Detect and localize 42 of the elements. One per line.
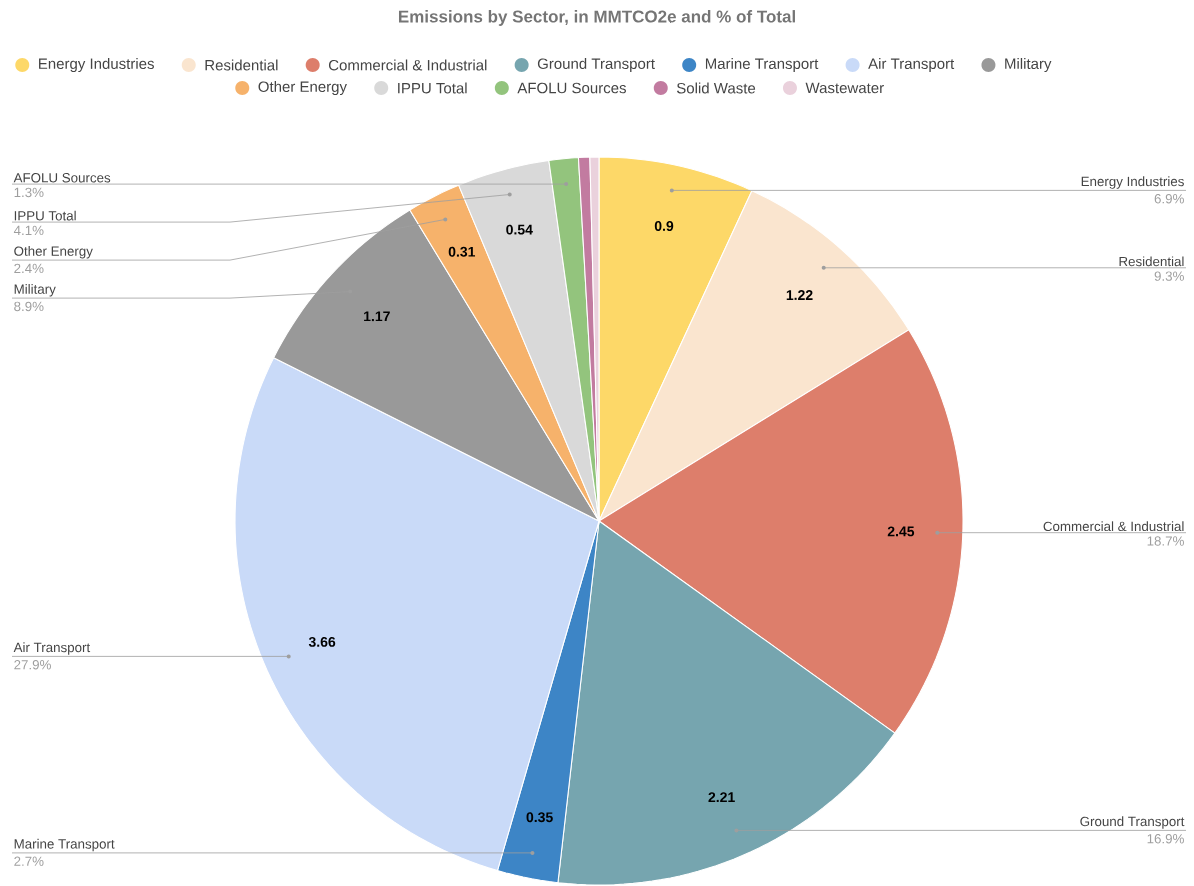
legend-label: Air Transport	[868, 58, 955, 73]
slice-label: Air Transport	[13, 642, 91, 656]
text: 0.35	[526, 812, 553, 823]
slice-label: IPPU Total	[14, 210, 76, 221]
data-label: 16.9%	[1147, 834, 1184, 844]
text: 0.31	[448, 247, 476, 258]
text: 2.21	[708, 792, 735, 803]
text: 1.22	[786, 290, 813, 301]
data-label: 6.9%	[1154, 194, 1184, 204]
slice-label: Marine Transport	[14, 839, 115, 852]
chart-title: Emissions by Sector, in MMTCO2e and % of Total	[398, 10, 795, 27]
data-label: 1.3%	[14, 187, 44, 198]
legend-label: IPPU Total	[398, 82, 467, 94]
legend-label: Ground Transport	[537, 58, 655, 73]
slice-label: Commercial & Industrial	[1043, 521, 1184, 532]
data-label: 2.4%	[14, 263, 44, 274]
data-label: 18.7%	[1147, 536, 1184, 546]
legend-label: AFOLU Sources	[517, 82, 626, 94]
text: 1.17	[364, 311, 390, 322]
slice-label: Residential	[1119, 256, 1184, 267]
slice-label: Energy Industries	[1081, 176, 1184, 190]
text: 0.9	[654, 221, 674, 232]
slice-label: AFOLU Sources	[13, 173, 111, 183]
text: 2.45	[887, 526, 915, 537]
legend-label: Military	[1005, 58, 1052, 73]
legend-label: Residential	[205, 59, 278, 71]
legend-label: Energy Industries	[39, 58, 154, 73]
slice-label: Military	[14, 284, 56, 297]
text: 0.54	[506, 224, 533, 235]
slice-label: Other Energy	[14, 246, 93, 259]
slice-label: Ground Transport	[1080, 816, 1185, 830]
legend-label: Commercial & Industrial	[328, 59, 487, 71]
data-label: 27.9%	[14, 660, 51, 670]
legend-label: Wastewater	[805, 83, 884, 94]
data-label: 8.9%	[14, 301, 44, 312]
legend-label: Marine Transport	[705, 58, 819, 73]
text: 3.66	[308, 637, 336, 648]
data-label: 2.7%	[14, 856, 44, 867]
data-label: 4.1%	[13, 225, 44, 236]
legend-label: Other Energy	[258, 81, 347, 96]
data-label: 9.3%	[1154, 271, 1184, 282]
legend-label: Solid Waste	[676, 82, 756, 94]
